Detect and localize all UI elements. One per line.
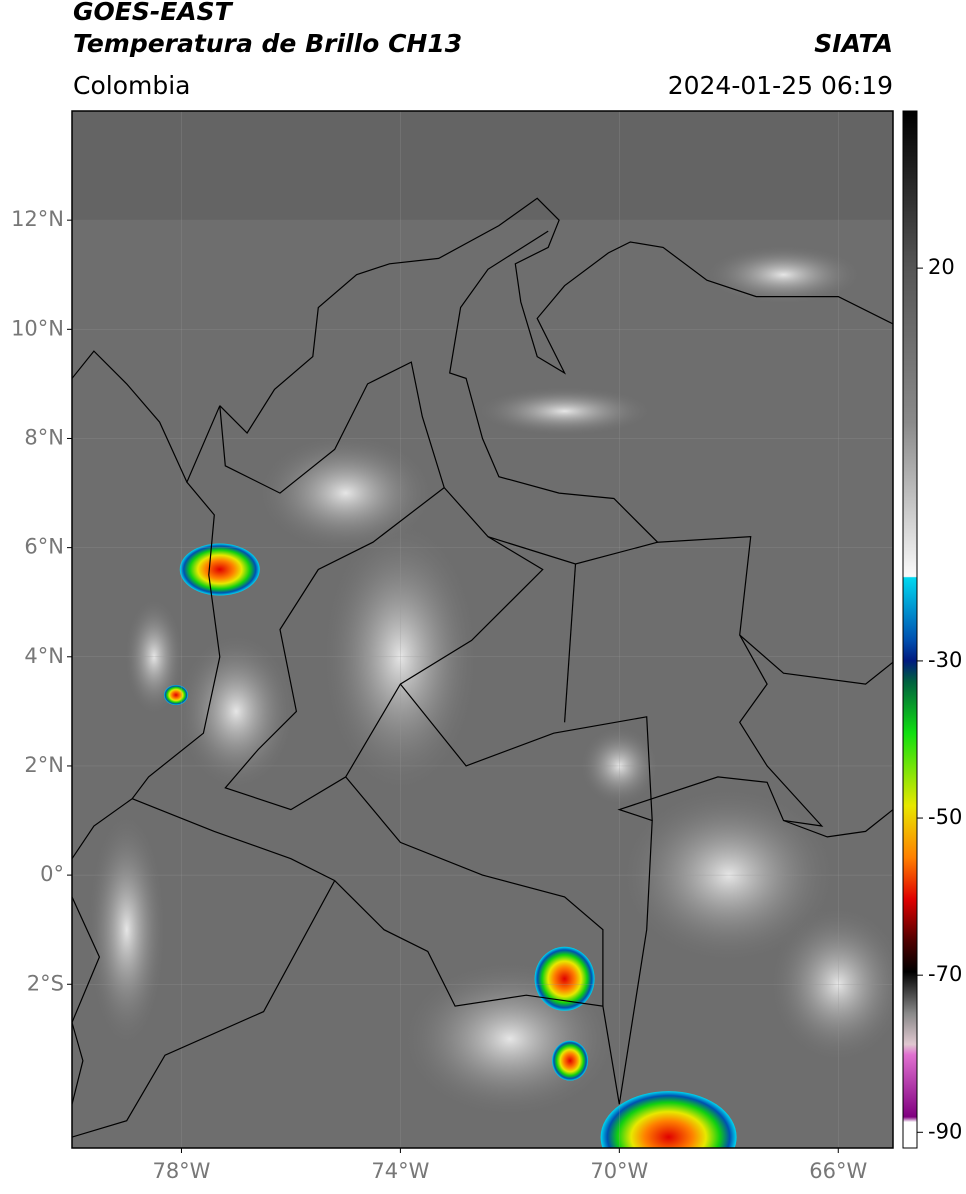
lon-tick-label: 70°W	[590, 1159, 648, 1183]
storm-cell	[179, 543, 260, 596]
cloud-area	[176, 631, 297, 792]
title: GOES-EAST	[73, 0, 234, 26]
map	[72, 111, 893, 1148]
colorbar	[902, 110, 918, 1149]
country-border	[739, 634, 893, 685]
country-border	[783, 809, 893, 838]
subtitle: Temperatura de Brillo CH13	[73, 29, 462, 58]
lon-tick-label: 66°W	[809, 1159, 867, 1183]
lat-tick-label: 8°N	[24, 425, 64, 449]
cloud-area	[703, 244, 864, 305]
storm-cell	[552, 1040, 589, 1081]
colorbar-tick-label: -90	[928, 1119, 962, 1143]
department-border	[345, 776, 604, 1007]
datetime: 2024-01-25 06:19	[668, 71, 893, 100]
storm-cell	[600, 1091, 737, 1148]
darker-north	[72, 111, 893, 221]
department-border	[219, 361, 544, 811]
storm-cell	[163, 684, 188, 705]
lat-tick-label: 12°N	[11, 207, 64, 231]
coastline	[219, 197, 893, 434]
coastline	[72, 350, 188, 483]
lat-tick-label: 0°	[40, 862, 64, 886]
lat-tick-label: 2°N	[24, 753, 64, 777]
lon-tick-label: 78°W	[152, 1159, 210, 1183]
cloud-area	[86, 809, 167, 1050]
storm-cell	[534, 946, 595, 1011]
colorbar-tick-label: -30	[928, 648, 962, 672]
department-border	[399, 683, 653, 821]
colorbar-tick-label: 20	[928, 255, 955, 279]
colorbar-tick-label: -70	[928, 962, 962, 986]
lat-tick-label: 2°S	[27, 971, 64, 995]
coastline	[72, 405, 221, 860]
source: SIATA	[814, 29, 893, 58]
lat-tick-label: 4°N	[24, 644, 64, 668]
country-border	[72, 880, 336, 1138]
map-frame	[71, 110, 894, 1149]
cloud-area	[474, 386, 655, 437]
lat-tick-label: 6°N	[24, 535, 64, 559]
department-border	[564, 563, 577, 723]
region: Colombia	[73, 71, 190, 100]
lon-tick-label: 74°W	[371, 1159, 429, 1183]
lat-tick-label: 10°N	[11, 316, 64, 340]
coastline	[72, 896, 101, 1105]
colorbar-tick-label: -50	[928, 805, 962, 829]
country-border	[131, 230, 824, 1105]
